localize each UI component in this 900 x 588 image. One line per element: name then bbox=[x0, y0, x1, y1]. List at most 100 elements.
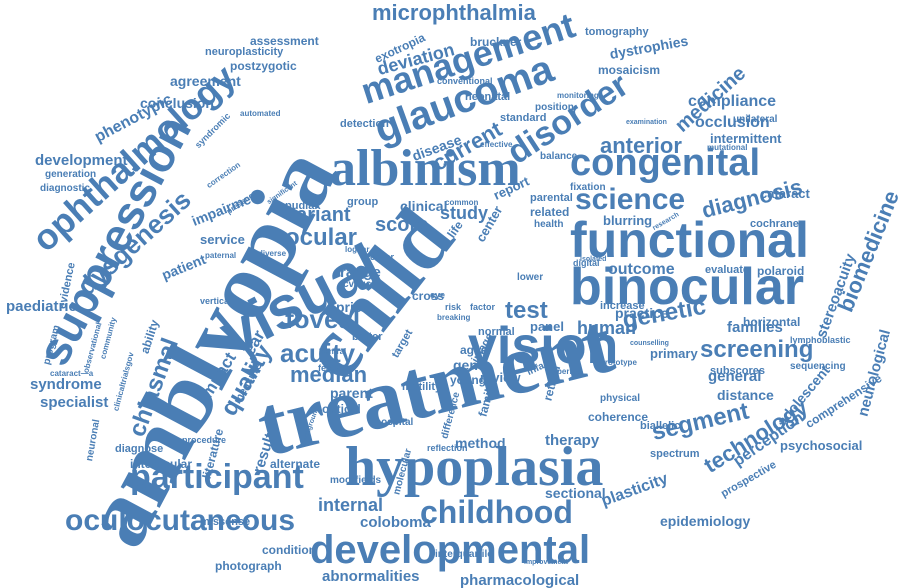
word-pudlak: pudlak bbox=[285, 200, 321, 212]
word-position: position bbox=[535, 102, 574, 113]
word-physical: physical bbox=[600, 393, 641, 404]
word-condition: condition bbox=[262, 543, 316, 557]
word-postzygotic: postzygotic bbox=[230, 59, 297, 73]
word-bruckner: bruckner bbox=[470, 35, 522, 49]
word-young: young bbox=[450, 373, 486, 387]
word-agreement: agreement bbox=[170, 73, 241, 89]
word-missense: missense bbox=[200, 516, 251, 528]
word-period: period bbox=[557, 367, 582, 376]
word-developmental: developmental bbox=[310, 528, 591, 572]
word-subscores: subscores bbox=[710, 365, 766, 377]
word-diagnose: diagnose bbox=[115, 443, 164, 455]
word-sequencing: sequencing bbox=[790, 361, 846, 372]
word-science: science bbox=[575, 183, 686, 216]
word-acuity: acuity bbox=[280, 338, 356, 368]
word-cochrane: cochrane bbox=[750, 218, 799, 230]
word-polaroid: polaroid bbox=[757, 264, 805, 278]
word-fixation: fixation bbox=[570, 182, 606, 193]
word-gene: gene bbox=[453, 357, 486, 373]
word-reflection: reflection bbox=[427, 443, 468, 453]
word-anterior: anterior bbox=[600, 133, 682, 158]
word-pharmacological: pharmacological bbox=[460, 572, 580, 588]
word-photograph: photograph bbox=[215, 559, 282, 573]
word-increase: increase bbox=[600, 300, 645, 312]
word-risk: risk bbox=[445, 302, 462, 312]
word-hospital: hospital bbox=[375, 417, 414, 428]
word-review: review bbox=[480, 370, 521, 385]
word-aged: aged bbox=[460, 343, 489, 357]
word-paternal: paternal bbox=[205, 251, 237, 260]
word-panel: panel bbox=[530, 319, 564, 334]
word-specialist: specialist bbox=[40, 394, 109, 411]
word-blurring: blurring bbox=[603, 213, 653, 228]
word-conventional: conventional bbox=[437, 76, 493, 86]
word-unilateral: unilateral bbox=[733, 114, 778, 125]
word-median: median bbox=[290, 362, 368, 387]
word-test: test bbox=[505, 297, 548, 324]
word-lognar: lognar bbox=[345, 245, 370, 254]
word-related: related bbox=[530, 205, 570, 219]
word-cataract-a: cataract—a bbox=[50, 369, 94, 378]
word-binocular: binocular bbox=[570, 258, 805, 316]
word-balance: balance bbox=[540, 151, 578, 162]
word-screening: screening bbox=[700, 336, 814, 363]
word-outcome: outcome bbox=[608, 261, 675, 278]
word-automated: automated bbox=[240, 109, 281, 118]
word-neuroplasticity: neuroplasticity bbox=[205, 46, 284, 58]
word-primary: primary bbox=[650, 346, 698, 361]
word-effective: effective bbox=[480, 140, 513, 149]
word-study: study bbox=[440, 203, 489, 223]
word-parent: parent bbox=[330, 385, 373, 401]
word-internal: internal bbox=[318, 495, 384, 515]
word-health: health bbox=[534, 219, 564, 230]
word-lymphoblastic: lymphoblastic bbox=[790, 335, 851, 345]
word-families: families bbox=[727, 319, 783, 336]
word-ocular: ocular bbox=[285, 224, 358, 251]
word-plasticity: plasticity bbox=[599, 470, 671, 510]
word-detection: detection bbox=[340, 118, 389, 130]
word-common: common bbox=[445, 198, 479, 207]
word-paediatric: paediatric bbox=[6, 298, 77, 315]
word-motility: motility bbox=[402, 381, 442, 393]
word-better: better bbox=[352, 331, 383, 343]
word-optical: optical bbox=[322, 402, 361, 416]
word-biallelic: biallelic bbox=[640, 420, 681, 432]
word-score: score bbox=[375, 214, 429, 236]
word-parental: parental bbox=[530, 192, 573, 204]
word-eye: eye bbox=[430, 290, 446, 300]
word-examination: examination bbox=[626, 119, 667, 126]
word-monitoring: monitoring bbox=[557, 91, 599, 100]
word-cover: cover bbox=[370, 252, 395, 262]
word-vision: vision bbox=[468, 317, 619, 375]
word-counselling: counselling bbox=[630, 340, 669, 347]
word-prism: prism bbox=[336, 299, 375, 315]
word-intermittent: intermittent bbox=[710, 131, 782, 146]
word-central: central bbox=[320, 347, 347, 356]
word-occlusion: occlusion bbox=[695, 114, 770, 131]
word-compliance: compliance bbox=[688, 93, 777, 110]
word-diagnostic: diagnostic bbox=[40, 183, 91, 194]
word-service: service bbox=[200, 232, 245, 247]
word-procedure: procedure bbox=[182, 435, 227, 445]
word-mutational: mutational bbox=[707, 143, 748, 152]
word-normal: normal bbox=[478, 326, 515, 338]
word-psychosocial: psychosocial bbox=[780, 438, 863, 453]
word-factor: factor bbox=[470, 302, 496, 312]
word-digital: digital bbox=[573, 258, 600, 268]
word-distance: distance bbox=[717, 387, 774, 403]
word-oculocutaneous: oculocutaneous bbox=[65, 504, 296, 537]
word-congenital: congenital bbox=[570, 142, 761, 184]
word-prototype: prototype bbox=[600, 358, 637, 367]
word-sectional: sectional bbox=[545, 485, 606, 501]
word-general: general bbox=[708, 368, 762, 385]
word-isolated: isolated bbox=[580, 256, 607, 263]
word-interocular: interocular bbox=[130, 457, 193, 471]
word-cross: cross bbox=[412, 289, 445, 303]
word-coloboma: coloboma bbox=[360, 514, 431, 531]
word-improvement: improvement bbox=[524, 559, 568, 566]
word-standard: standard bbox=[500, 112, 547, 124]
word-breaking: breaking bbox=[437, 313, 471, 322]
word-epidemiology: epidemiology bbox=[660, 513, 751, 529]
word-therapy: therapy bbox=[545, 432, 600, 449]
word-tomography: tomography bbox=[585, 26, 649, 38]
